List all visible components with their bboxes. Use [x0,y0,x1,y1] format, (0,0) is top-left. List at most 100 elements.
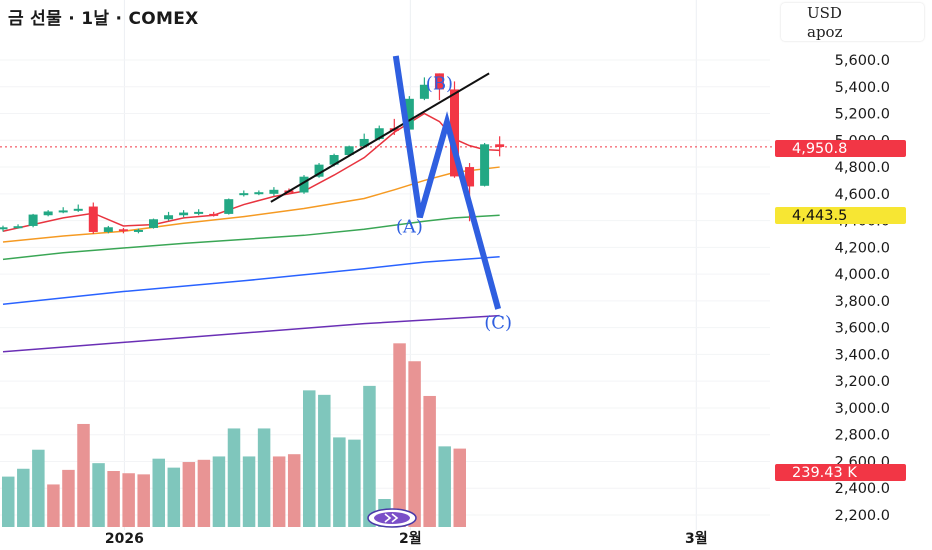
volume-bar [182,462,196,527]
candle-body [88,206,98,232]
candle-body [28,214,38,226]
candle-body [404,98,414,130]
wave-label: (C) [484,312,512,333]
price-tick-label: 5,200.0 [835,107,890,123]
currency-sub: apoz [807,23,843,41]
volume-bar [318,394,331,527]
candle-body [314,164,324,177]
candle-body [419,84,429,99]
last-volume-value: 239.43 K [792,465,857,481]
price-tick-label: 4,800.0 [835,160,890,176]
candle-body [13,226,23,229]
volume-bar [272,456,286,527]
candle-body [495,144,505,147]
volume-bar [453,448,466,527]
chart-title: 금 선물 · 1날 · COMEX [8,9,199,29]
moving-average-line [2,214,500,261]
volume-bar [242,456,256,527]
volume-bar [137,474,150,527]
volume-bar [348,439,361,527]
volume-bar [122,473,135,527]
currency-selector[interactable]: USD apoz [781,3,924,41]
candle-body [450,89,459,177]
double-chevron-right-icon[interactable] [367,508,417,528]
moving-average-line [2,255,500,305]
price-tick-label: 3,000.0 [835,401,890,417]
volume-bar [303,390,316,527]
volume-bar [438,446,451,527]
candle-body [359,138,369,147]
moving-average-line [2,314,500,353]
moving-average-line [2,166,500,243]
price-tick-label: 4,000.0 [835,267,890,283]
volume-bar [227,428,241,527]
volume-bar [333,437,346,527]
volume-bar [62,469,75,527]
candle-body [194,211,204,214]
wave-label: (B) [426,73,453,94]
volume-bar [257,428,271,527]
time-axis[interactable]: 2026 2월 3월 [105,530,708,547]
candle-body [103,227,113,232]
candle-body [329,155,339,165]
volume-bar [287,454,301,527]
candle-body [43,211,53,216]
volume-bar [363,385,376,527]
time-tick-label: 2026 [105,531,144,547]
candle-body [179,212,189,216]
price-tick-label: 3,400.0 [835,347,890,363]
volume-bar [152,458,165,527]
price-axis[interactable]: 5,600.05,400.05,200.05,000.04,800.04,600… [835,53,890,524]
grid-lines [0,0,770,530]
last-volume-badge [775,464,906,481]
volume-bar [212,456,226,527]
volume-bar [408,361,421,527]
elliott-wave-path[interactable] [392,55,502,310]
candle-body [299,176,309,193]
candle-body [269,189,279,194]
price-tick-label: 2,400.0 [835,481,890,497]
volume-bars [2,343,466,527]
volume-bar [17,468,30,527]
volume-bar [393,343,406,527]
volume-bar [77,423,90,527]
candle-body [164,215,174,220]
last-price-value: 4,950.8 [792,141,847,157]
price-tick-label: 3,800.0 [835,294,890,310]
currency-unit: USD [807,4,842,22]
candle-body [239,193,249,196]
price-tick-label: 5,400.0 [835,80,890,96]
candle-body [58,210,68,213]
candle-body [374,128,384,139]
candle-body [133,229,143,232]
wave-label: (A) [396,217,423,238]
price-tick-label: 2,800.0 [835,428,890,444]
candle-body [209,213,219,216]
level-badge [775,207,906,224]
moving-average-lines [2,112,500,353]
candle-body [465,167,475,187]
volume-bar [423,395,436,527]
candle-body [224,199,234,214]
volume-bar [107,471,120,527]
candle-body [149,219,158,228]
time-tick-label: 3월 [685,530,708,547]
volume-bar [92,463,105,527]
volume-bar [197,459,211,527]
candle-body [434,73,444,90]
candle-body [0,227,8,230]
volume-bar [47,484,60,527]
last-price-badge [775,140,906,157]
wave-labels: (A) (B) (C) [396,73,512,333]
candle-body [118,229,128,232]
volume-bar [2,476,15,527]
candlesticks [0,73,505,234]
time-tick-label: 2월 [399,530,422,547]
level-value: 4,443.5 [792,208,847,224]
candle-body [254,192,264,195]
candle-body [73,208,83,211]
price-tick-label: 4,600.0 [835,187,890,203]
trendline[interactable] [270,72,490,203]
price-tick-label: 4,200.0 [835,240,890,256]
